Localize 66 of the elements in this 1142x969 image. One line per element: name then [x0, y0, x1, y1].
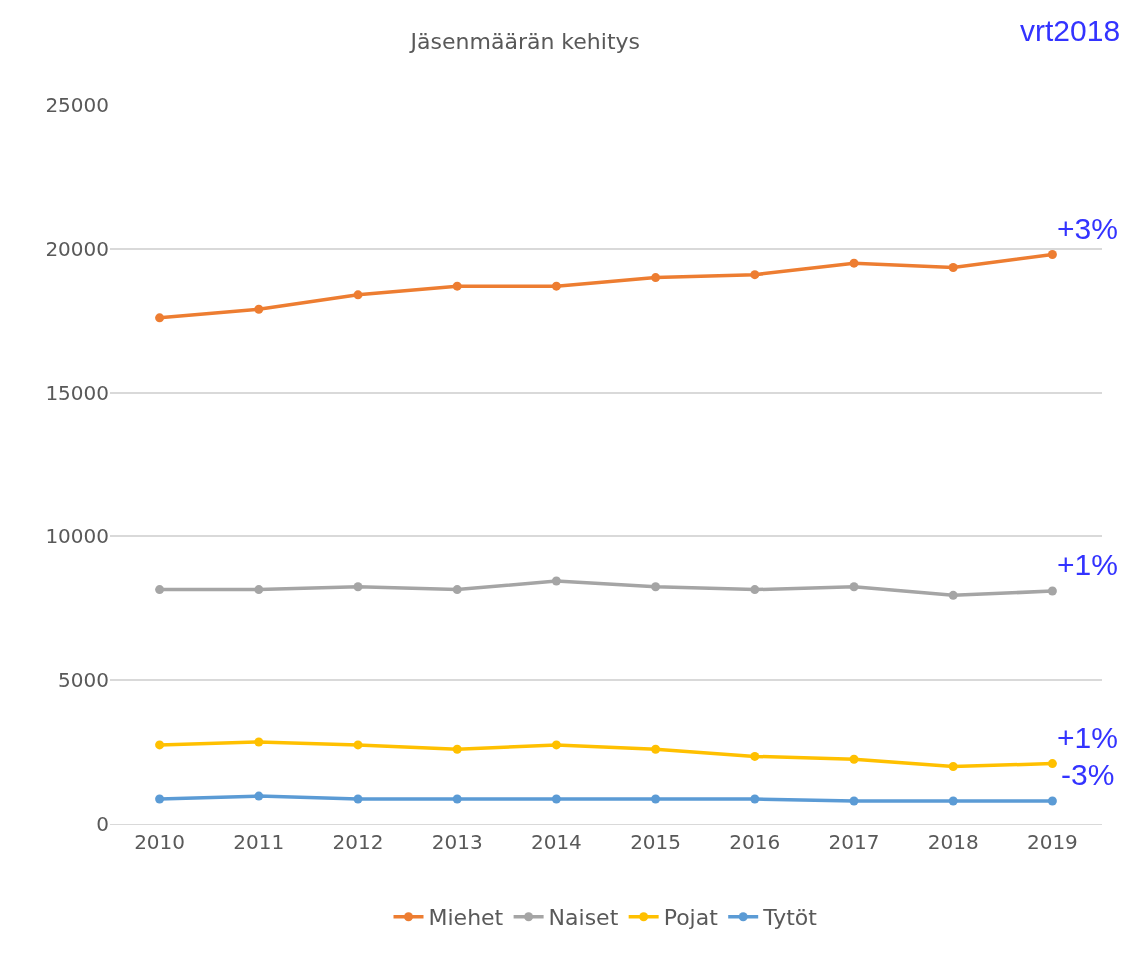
- x-tick-label: 2010: [134, 830, 186, 854]
- point: [651, 273, 661, 283]
- y-tick-label: 0: [96, 812, 109, 836]
- point: [948, 590, 958, 600]
- annotation: -3%: [1061, 758, 1115, 791]
- point: [1047, 586, 1057, 596]
- chart-title: Jäsenmäärän kehitys: [408, 29, 641, 55]
- point: [155, 794, 165, 804]
- point: [948, 761, 958, 771]
- point: [353, 290, 363, 300]
- point: [452, 744, 462, 754]
- point: [353, 794, 363, 804]
- annotation: +3%: [1057, 212, 1118, 245]
- x-tick-label: 2018: [927, 830, 979, 854]
- legend-label: Tytöt: [762, 905, 818, 931]
- point: [750, 751, 760, 761]
- legend-label: Miehet: [428, 905, 504, 931]
- annotation: +1%: [1057, 548, 1118, 581]
- x-tick-label: 2012: [332, 830, 384, 854]
- x-tick-label: 2014: [530, 830, 582, 854]
- legend-label: Naiset: [548, 905, 619, 931]
- point: [1047, 796, 1057, 806]
- y-tick-label: 20000: [45, 236, 109, 261]
- x-tick-label: 2015: [630, 830, 682, 854]
- y-tick-label: 10000: [45, 524, 109, 549]
- point: [1047, 250, 1057, 260]
- legend-label: Pojat: [663, 905, 719, 931]
- point: [254, 737, 264, 747]
- point: [750, 585, 760, 595]
- point: [452, 281, 462, 291]
- point: [452, 794, 462, 804]
- point: [849, 582, 859, 592]
- point: [1047, 759, 1057, 769]
- point: [353, 582, 363, 592]
- point: [155, 313, 165, 323]
- point: [750, 270, 760, 280]
- annotation: +1%: [1057, 721, 1118, 754]
- y-tick-label: 5000: [58, 668, 109, 693]
- point: [849, 754, 859, 764]
- point: [651, 582, 661, 592]
- text: vrt2018: [1020, 14, 1121, 47]
- point: [551, 576, 561, 586]
- point: [948, 262, 958, 272]
- point: [254, 585, 264, 595]
- point: [155, 585, 165, 595]
- point: [551, 740, 561, 750]
- point: [551, 281, 561, 291]
- point: [551, 794, 561, 804]
- point: [155, 740, 165, 750]
- point: [651, 744, 661, 754]
- x-tick-label: 2011: [233, 830, 285, 854]
- point: [353, 740, 363, 750]
- x-tick-label: 2019: [1026, 830, 1078, 854]
- y-tick-label: 25000: [45, 93, 109, 117]
- point: [849, 258, 859, 268]
- point: [849, 796, 859, 806]
- point: [651, 794, 661, 804]
- y-tick-label: 15000: [45, 380, 109, 405]
- point: [750, 794, 760, 804]
- x-tick-label: 2017: [828, 830, 880, 854]
- x-tick-label: 2013: [431, 830, 483, 854]
- x-tick-label: 2016: [729, 830, 781, 854]
- point: [452, 585, 462, 595]
- point: [254, 791, 264, 801]
- point: [254, 304, 264, 314]
- point: [948, 796, 958, 806]
